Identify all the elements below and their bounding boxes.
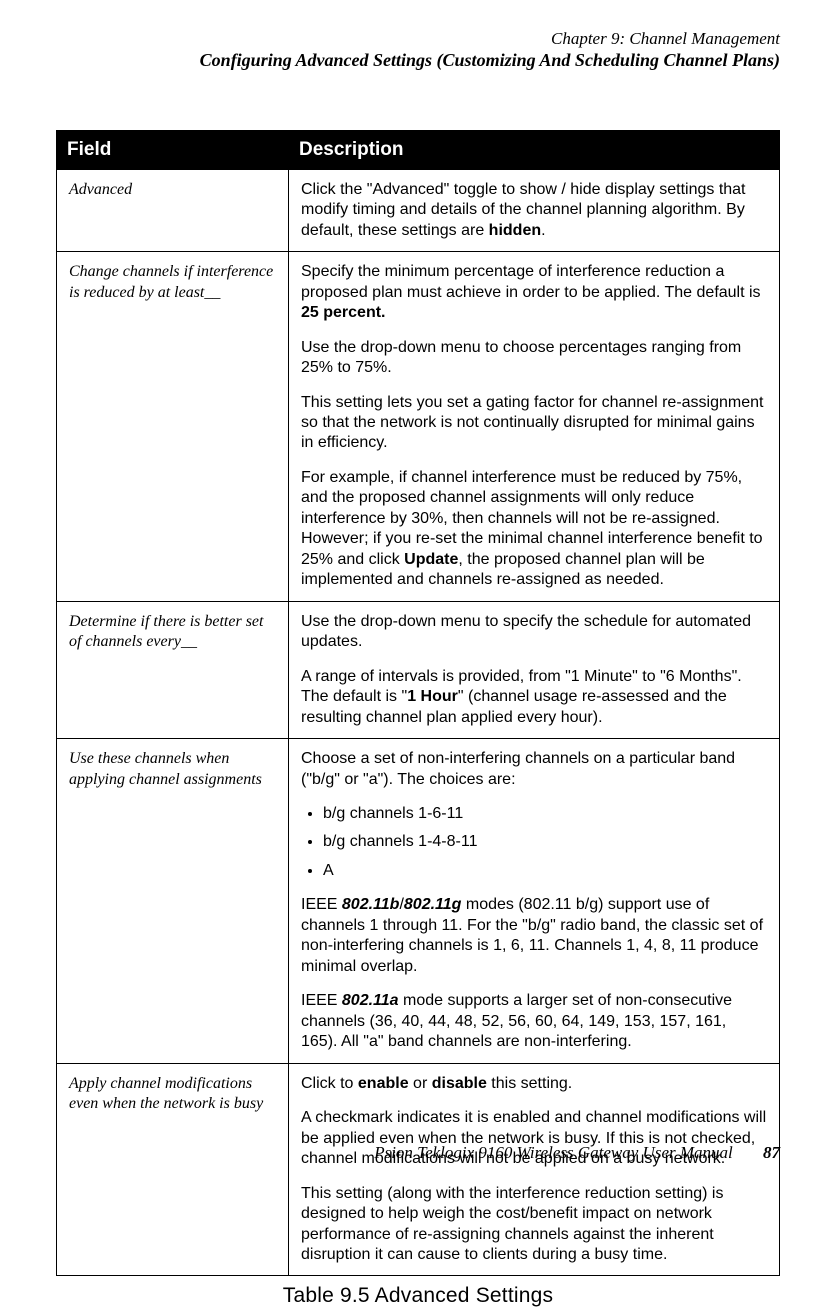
settings-table: Field Description AdvancedClick the "Adv… — [56, 130, 780, 1277]
description-cell: Choose a set of non-interfering channels… — [289, 739, 780, 1064]
section-title: Configuring Advanced Settings (Customizi… — [56, 49, 780, 72]
description-cell: Click the "Advanced" toggle to show / hi… — [289, 169, 780, 251]
table-caption: Table 9.5 Advanced Settings — [56, 1284, 780, 1308]
table-row: Apply channel modifications even when th… — [57, 1063, 780, 1276]
description-cell: Specify the minimum percentage of interf… — [289, 252, 780, 602]
settings-tbody: AdvancedClick the "Advanced" toggle to s… — [57, 169, 780, 1276]
description-cell: Use the drop-down menu to specify the sc… — [289, 601, 780, 738]
col-header-field: Field — [57, 130, 289, 169]
page-header: Chapter 9: Channel Management Configurin… — [56, 28, 780, 72]
col-header-description: Description — [289, 130, 780, 169]
field-name-cell: Change channels if interference is reduc… — [57, 252, 289, 602]
chapter-title: Chapter 9: Channel Management — [56, 28, 780, 49]
description-cell: Click to enable or disable this setting.… — [289, 1063, 780, 1276]
field-name-cell: Determine if there is better set of chan… — [57, 601, 289, 738]
page-number: 87 — [763, 1143, 780, 1162]
table-row: Determine if there is better set of chan… — [57, 601, 780, 738]
page-footer: Psion Teklogix 9160 Wireless Gateway Use… — [374, 1143, 780, 1163]
table-row: Use these channels when applying channel… — [57, 739, 780, 1064]
field-name-cell: Apply channel modifications even when th… — [57, 1063, 289, 1276]
footer-text: Psion Teklogix 9160 Wireless Gateway Use… — [374, 1143, 733, 1162]
field-name-cell: Use these channels when applying channel… — [57, 739, 289, 1064]
table-row: Change channels if interference is reduc… — [57, 252, 780, 602]
field-name-cell: Advanced — [57, 169, 289, 251]
table-row: AdvancedClick the "Advanced" toggle to s… — [57, 169, 780, 251]
